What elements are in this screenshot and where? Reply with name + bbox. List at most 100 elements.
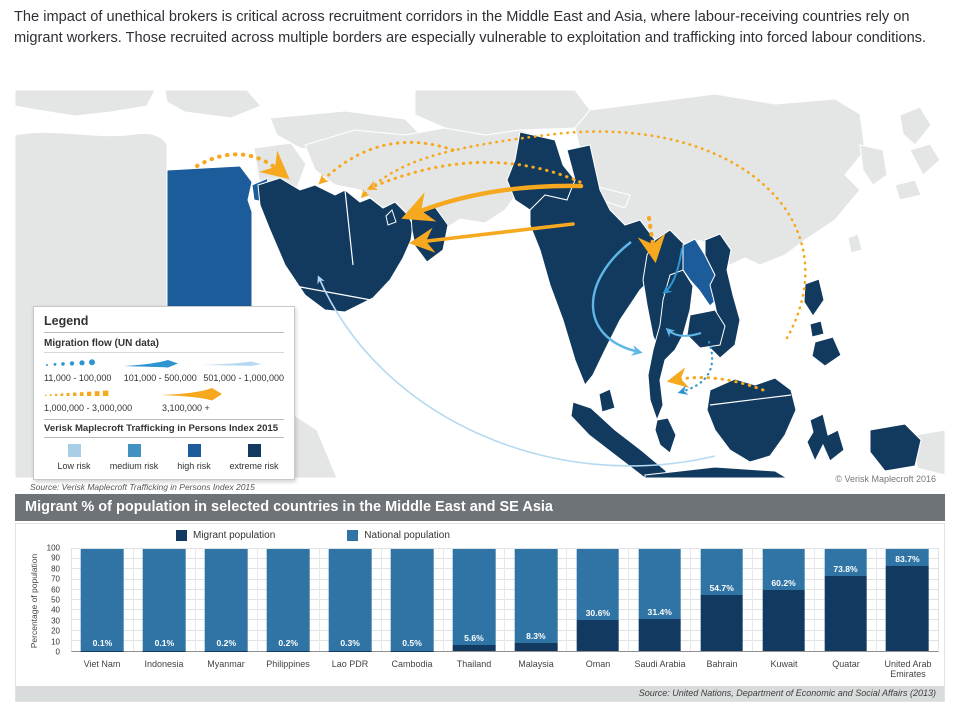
bar-national-segment: [886, 549, 929, 566]
risk-swatch: [127, 444, 141, 457]
bar-national-segment: [824, 549, 867, 576]
bar-migrant-segment: [390, 650, 434, 651]
bar-column: 0.2%: [196, 549, 258, 651]
flow-glyph-solid-blue: [123, 356, 180, 371]
flow-india-to-gulf-solid-1: [401, 183, 584, 222]
country-japan-1: [899, 106, 932, 146]
bar-column: 83.7%: [877, 549, 938, 651]
country-sulawesi: [806, 413, 845, 463]
stacked-bar: 83.7%: [886, 549, 929, 651]
x-axis-label: Philippines: [266, 659, 310, 669]
flow-egypt-to-saudi-dotted: [195, 150, 290, 180]
x-axis-label: Viet Nam: [83, 659, 121, 669]
country-papua-east: [914, 429, 945, 476]
map-panel: Legend Migration flow (UN data) 11,000 -…: [15, 90, 945, 480]
chart-legend-item: Migrant population: [176, 530, 275, 541]
bar-value-label: 0.1%: [154, 638, 175, 648]
legend-swatch: [347, 530, 359, 541]
bar-column: 0.5%: [382, 549, 444, 651]
y-tick-label: 0: [55, 647, 60, 657]
flow-east-asia-to-gulf-dotted: [360, 130, 807, 340]
bar-value-label: 54.7%: [709, 583, 734, 594]
y-tick-label: 70: [51, 574, 60, 584]
risk-label: medium risk: [109, 461, 159, 471]
country-korea: [859, 144, 888, 186]
bar-column: 54.7%: [691, 549, 754, 651]
flow-laos-to-thailand: [662, 247, 683, 295]
risk-swatch: [247, 444, 261, 457]
chart-title-bar: Migrant % of population in selected coun…: [15, 494, 945, 521]
country-japan-3: [894, 179, 922, 201]
stacked-bar: 0.5%: [390, 549, 434, 651]
country-india: [529, 144, 664, 386]
x-axis-label: Saudi Arabia: [634, 659, 686, 669]
y-tick-label: 50: [51, 595, 60, 605]
flow-indonesia-to-saudi-thin: [317, 275, 716, 467]
stacked-bar: 8.3%: [514, 549, 558, 651]
bar-value-label: 0.2%: [278, 638, 299, 648]
bar-column: 0.1%: [72, 549, 134, 651]
risk-swatch: [187, 444, 201, 457]
bar-value-label: 5.6%: [464, 633, 484, 644]
stacked-bar: 30.6%: [576, 549, 620, 651]
flow-glyph-dotted-blue: [44, 356, 97, 371]
chart-legend-item: National population: [347, 530, 450, 541]
country-borneo: [706, 377, 797, 463]
stacked-bar: 0.1%: [81, 549, 124, 651]
country-qatar: [385, 209, 397, 226]
flow-myanmar-to-malaysia-arc: [591, 241, 643, 356]
flow-label: 101,000 - 500,000: [123, 373, 197, 383]
flow-myanmar-to-thailand: [637, 216, 666, 264]
flow-label: 501,000 - 1,000,000: [203, 373, 284, 383]
stacked-bar: 0.1%: [143, 549, 186, 651]
flow-label: 11,000 - 100,000: [44, 373, 112, 383]
x-axis-label: Oman: [585, 659, 611, 669]
y-tick-label: 60: [51, 585, 60, 595]
x-axis-label: Lao PDR: [331, 659, 369, 669]
stacked-bar: 31.4%: [638, 549, 682, 651]
index-section-title: Verisk Maplecroft Trafficking in Persons…: [44, 419, 284, 438]
bar-value-label: 30.6%: [585, 607, 611, 618]
bar-column: 60.2%: [753, 549, 816, 651]
flow-glyph-dotted-orange: [44, 386, 122, 401]
flow-legend-item: 101,000 - 500,000: [123, 356, 204, 383]
bar-column: 73.8%: [815, 549, 877, 651]
x-axis-label: Bahrain: [706, 659, 738, 669]
x-axis-label: Kuwait: [770, 659, 798, 669]
legend-box: Legend Migration flow (UN data) 11,000 -…: [33, 306, 295, 480]
country-philippines-mindanao: [811, 336, 842, 367]
bar-migrant-segment: [452, 645, 496, 651]
x-axis-label: United Arab Emirates: [884, 659, 932, 680]
migration-flow-arrows: [195, 130, 807, 467]
bar-value-label: 73.8%: [833, 563, 858, 574]
flow-label: 1,000,000 - 3,000,000: [44, 403, 133, 413]
y-tick-label: 90: [51, 553, 60, 563]
bar-national-segment: [638, 549, 682, 619]
bar-national-segment: [81, 549, 124, 651]
flow-section-title: Migration flow (UN data): [44, 338, 284, 353]
x-axis-label: Thailand: [456, 659, 492, 669]
bar-value-label: 0.2%: [216, 638, 237, 648]
bar-migrant-segment: [514, 642, 558, 651]
bar-value-label: 0.3%: [340, 638, 360, 648]
flow-legend-item: 11,000 - 100,000: [44, 356, 124, 383]
chart-legend: Migrant population National population: [176, 530, 450, 541]
stacked-bar: 0.3%: [328, 549, 372, 651]
country-philippines-visayas: [809, 320, 825, 338]
flow-legend-row-2: 1,000,000 - 3,000,000 3,100,000 +: [44, 386, 284, 413]
bar-migrant-segment: [824, 575, 867, 651]
x-axis-label: Cambodia: [391, 659, 433, 669]
bars-container: 0.1% 0.1% 0.2% 0.2% 0.3% 0.5%: [72, 549, 938, 651]
flow-legend-item: 3,100,000 +: [162, 386, 280, 413]
flow-cambodia-to-thailand: [665, 327, 702, 338]
y-tick-label: 20: [51, 626, 60, 636]
internal-border-borneo: [709, 394, 792, 406]
bar-migrant-segment: [700, 595, 743, 651]
legend-title: Legend: [44, 314, 284, 333]
x-axis-label: Quatar: [832, 659, 860, 669]
internal-border-saudi: [294, 189, 372, 301]
bar-national-segment: [514, 549, 558, 643]
flow-legend-item: 1,000,000 - 3,000,000: [44, 386, 162, 413]
bar-national-segment: [576, 549, 620, 620]
chart-source-strip: Source: United Nations, Department of Ec…: [16, 686, 944, 701]
